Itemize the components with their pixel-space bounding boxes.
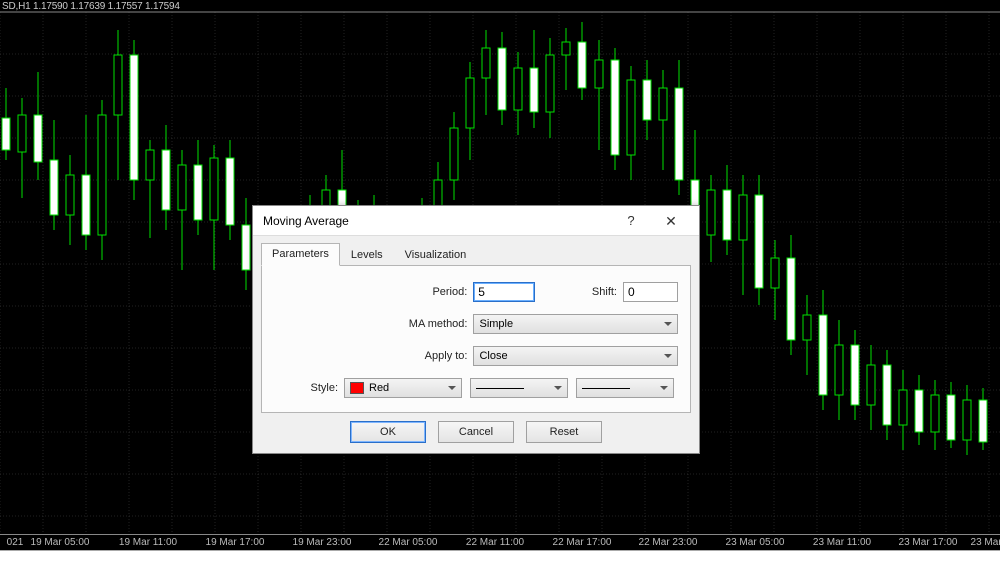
period-label: Period: bbox=[274, 286, 473, 298]
apply-to-label: Apply to: bbox=[274, 350, 473, 362]
symbol-quote: SD,H1 1.17590 1.17639 1.17557 1.17594 bbox=[2, 1, 180, 12]
period-input[interactable] bbox=[473, 282, 535, 302]
close-button[interactable]: ✕ bbox=[651, 207, 691, 235]
dialog-tabs: Parameters Levels Visualization bbox=[253, 236, 699, 265]
style-width-select[interactable] bbox=[576, 378, 674, 398]
apply-to-value: Close bbox=[479, 350, 507, 362]
shift-input[interactable] bbox=[623, 282, 678, 302]
tab-parameters[interactable]: Parameters bbox=[261, 243, 340, 266]
ma-method-select[interactable]: Simple bbox=[473, 314, 678, 334]
dialog-titlebar[interactable]: Moving Average ? ✕ bbox=[253, 206, 699, 236]
line-style-sample bbox=[476, 388, 524, 389]
style-line-select[interactable] bbox=[470, 378, 568, 398]
style-color-value: Red bbox=[369, 382, 389, 394]
tab-visualization[interactable]: Visualization bbox=[394, 244, 478, 266]
shift-label: Shift: bbox=[589, 286, 623, 298]
time-axis: 02119 Mar 05:0019 Mar 11:0019 Mar 17:001… bbox=[0, 534, 1000, 550]
chart-tab-strip[interactable] bbox=[0, 550, 1000, 563]
style-color-select[interactable]: Red bbox=[344, 378, 462, 398]
parameters-panel: Period: Shift: MA method: Simple Apply t… bbox=[261, 265, 691, 413]
ma-method-label: MA method: bbox=[274, 318, 473, 330]
dialog-button-row: OK Cancel Reset bbox=[253, 421, 699, 453]
tab-levels[interactable]: Levels bbox=[340, 244, 394, 266]
help-button[interactable]: ? bbox=[611, 207, 651, 235]
apply-to-select[interactable]: Close bbox=[473, 346, 678, 366]
line-width-sample bbox=[582, 388, 630, 389]
dialog-title: Moving Average bbox=[263, 206, 611, 236]
ma-method-value: Simple bbox=[479, 318, 513, 330]
color-swatch bbox=[350, 382, 364, 394]
moving-average-dialog: Moving Average ? ✕ Parameters Levels Vis… bbox=[252, 205, 700, 454]
ok-button[interactable]: OK bbox=[350, 421, 426, 443]
style-label: Style: bbox=[274, 382, 344, 394]
reset-button[interactable]: Reset bbox=[526, 421, 602, 443]
cancel-button[interactable]: Cancel bbox=[438, 421, 514, 443]
